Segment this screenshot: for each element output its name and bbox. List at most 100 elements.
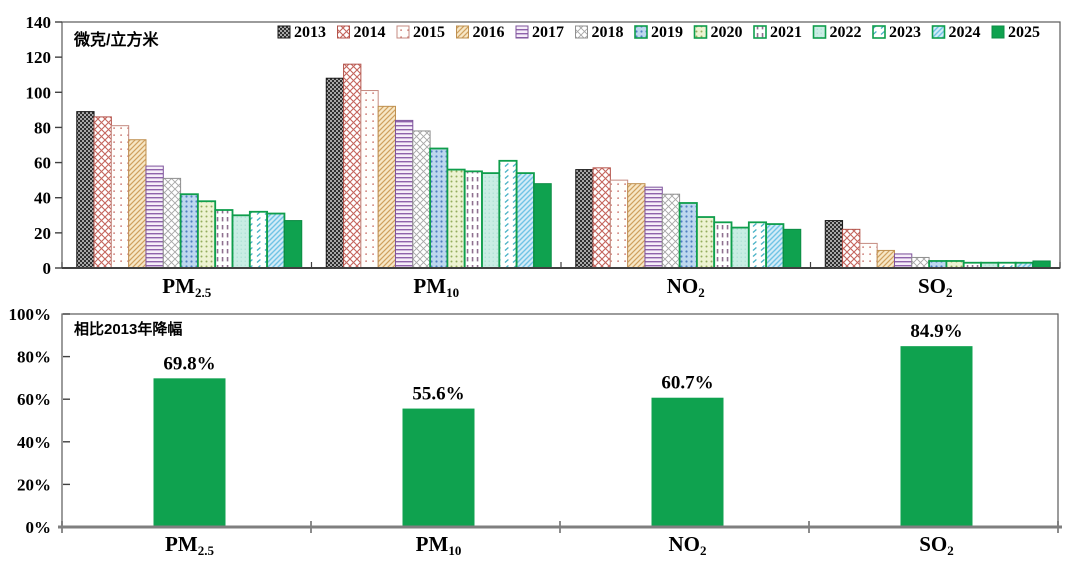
bar-2013-PM2.5 (76, 111, 95, 269)
legend-label-2024: 2024 (949, 24, 981, 41)
legend-swatch-2015 (396, 25, 410, 39)
y-axis-unit-label: 微克/立方米 (74, 32, 159, 49)
lower-y-tick-label: 0% (26, 518, 52, 537)
legend-swatch-2016 (456, 25, 469, 39)
bar-2025-NO2 (782, 228, 802, 269)
upper-y-tick-label: 120 (26, 48, 52, 67)
legend-swatch-2019 (634, 25, 648, 39)
bar-2022-PM10 (481, 172, 501, 269)
bar-2021-NO2 (713, 221, 733, 269)
bar-2024-PM10 (515, 172, 535, 269)
bar-2020-SO2 (945, 260, 965, 269)
upper-y-tick-label: 60 (34, 154, 51, 173)
bar-2018-PM10 (412, 130, 431, 269)
category-label-NO2: NO2 (669, 532, 707, 558)
upper-y-tick-label: 40 (34, 189, 51, 208)
legend-label-2025: 2025 (1008, 24, 1040, 41)
lower-y-tick-label: 80% (17, 348, 51, 367)
legend-swatch-2022 (812, 25, 827, 39)
bar-2023-PM10 (498, 159, 518, 269)
bar-2013-PM10 (325, 77, 345, 269)
decline-value-label-SO2: 84.9% (910, 321, 962, 342)
bar-2015-PM2.5 (110, 125, 130, 269)
decline-bar-PM2.5 (153, 378, 226, 527)
bar-2018-SO2 (911, 256, 930, 269)
bar-2021-PM2.5 (214, 209, 234, 269)
decline-value-label-PM10: 55.6% (412, 384, 464, 405)
bar-2025-PM10 (533, 183, 552, 269)
bar-2013-NO2 (575, 169, 594, 269)
category-label-PM10: PM10 (416, 532, 462, 558)
bar-2018-PM2.5 (162, 177, 182, 269)
bar-2025-SO2 (1032, 260, 1051, 269)
bar-2019-SO2 (928, 260, 948, 269)
bar-2017-SO2 (893, 253, 913, 269)
bar-2015-NO2 (609, 179, 629, 269)
bar-2014-NO2 (592, 167, 611, 269)
bar-2025-PM2.5 (283, 220, 303, 269)
legend-swatch-2014 (337, 25, 350, 39)
upper-y-tick-label: 0 (43, 259, 52, 278)
upper-y-tick-label: 80 (34, 118, 51, 137)
category-label-NO2: NO2 (667, 274, 705, 300)
decline-bar-PM10 (402, 408, 475, 527)
bar-2020-PM10 (446, 168, 466, 269)
category-label-PM10: PM10 (413, 274, 459, 300)
legend-label-2013: 2013 (294, 24, 326, 41)
legend-swatch-2017 (515, 25, 529, 39)
bar-2019-PM10 (429, 147, 449, 269)
legend-swatch-2023 (872, 25, 886, 39)
legend-swatch-2025 (991, 25, 1005, 39)
bar-2023-NO2 (747, 221, 768, 269)
legend-label-2014: 2014 (354, 24, 386, 41)
bar-2019-NO2 (678, 202, 698, 269)
lower-y-tick-label: 60% (17, 390, 51, 409)
legend-label-2017: 2017 (532, 24, 564, 41)
lower-y-tick-label: 40% (17, 433, 51, 452)
bar-2015-SO2 (859, 242, 878, 269)
bar-2020-NO2 (696, 216, 716, 269)
bar-2015-PM10 (360, 90, 379, 269)
upper-y-tick-label: 140 (26, 13, 52, 32)
decline-value-label-NO2: 60.7% (661, 373, 713, 394)
bar-2016-SO2 (876, 249, 895, 269)
bar-2022-NO2 (730, 226, 750, 269)
legend-swatch-2021 (753, 25, 767, 39)
bar-2020-PM2.5 (196, 200, 217, 269)
bar-2016-PM10 (377, 105, 396, 269)
decline-chart-title: 相比2013年降幅 (74, 321, 183, 338)
bar-2024-PM2.5 (266, 212, 286, 269)
upper-y-tick-label: 100 (26, 83, 52, 102)
category-label-SO2: SO2 (919, 532, 954, 558)
legend-label-2015: 2015 (413, 24, 445, 41)
bar-2022-PM2.5 (231, 214, 251, 269)
upper-chart: 0 20 40 60 80 100 120 140 2013 2014 2015 2016 2017 20… (26, 13, 1061, 300)
legend-label-2016: 2016 (473, 24, 505, 41)
legend-swatch-2013 (277, 25, 291, 39)
lower-chart: 0% 20% 40% 60% 80% 100% 69.8% 55.6% 60.7% 84.9% PM… (9, 305, 1062, 558)
legend-label-2018: 2018 (592, 24, 624, 41)
upper-y-tick-label: 20 (34, 224, 51, 243)
bar-2016-NO2 (627, 183, 646, 269)
legend-label-2023: 2023 (889, 24, 921, 41)
bar-2021-PM10 (463, 170, 483, 269)
category-label-PM2.5: PM2.5 (165, 532, 214, 558)
lower-y-tick-label: 100% (9, 305, 52, 324)
lower-y-tick-label: 20% (17, 475, 51, 494)
legend-label-2022: 2022 (830, 24, 862, 41)
bar-2017-PM2.5 (145, 165, 164, 269)
bar-2024-NO2 (765, 223, 785, 269)
bar-2014-PM2.5 (93, 116, 112, 269)
bar-2017-NO2 (644, 186, 663, 269)
bar-2016-PM2.5 (128, 139, 147, 269)
legend: 2013 2014 2015 2016 2017 2018 2019 2020 2021 2022… (277, 24, 1040, 41)
bar-2019-PM2.5 (179, 193, 199, 269)
decline-bar-SO2 (900, 346, 973, 527)
bar-2018-NO2 (661, 193, 681, 269)
category-label-SO2: SO2 (918, 274, 953, 300)
legend-label-2020: 2020 (711, 24, 743, 41)
category-label-PM2.5: PM2.5 (162, 274, 211, 300)
decline-value-label-PM2.5: 69.8% (163, 353, 215, 374)
